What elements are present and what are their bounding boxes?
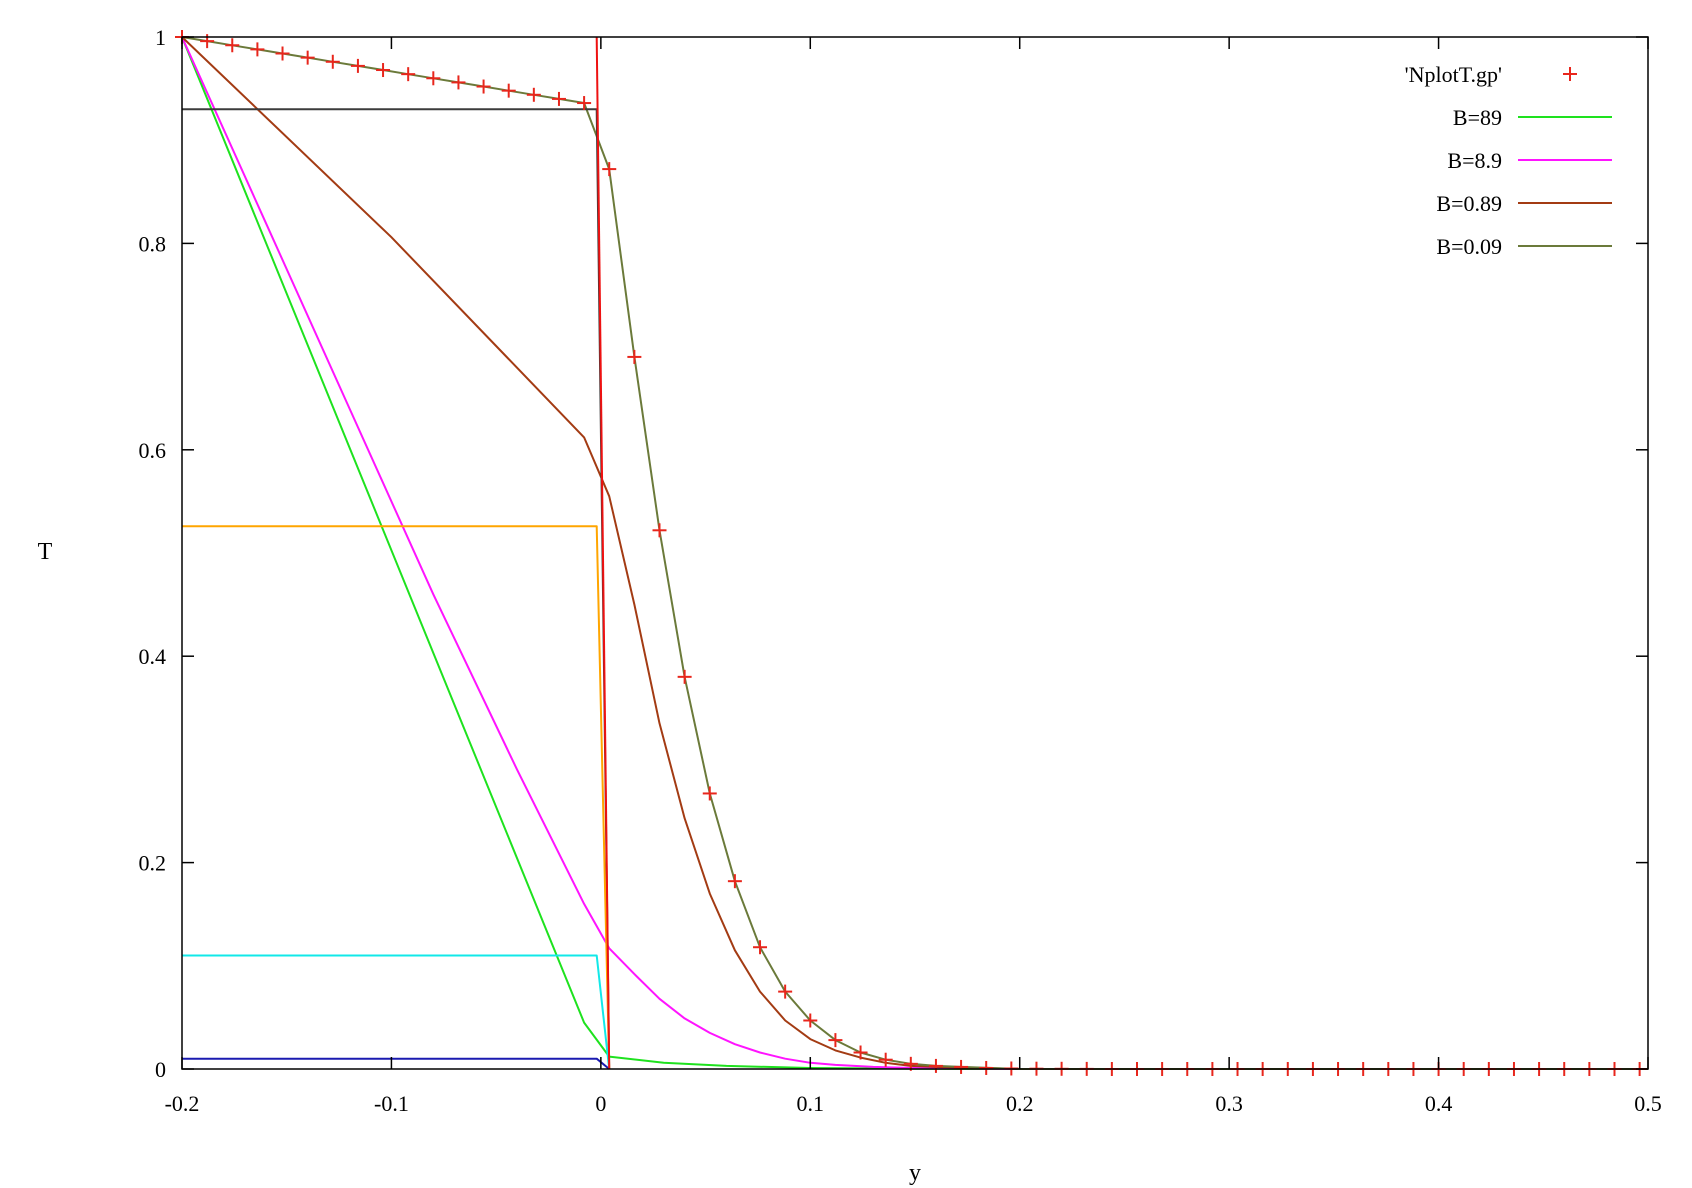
data-point bbox=[702, 786, 717, 801]
series-line-4 bbox=[181, 36, 1648, 1070]
legend-label: B=0.89 bbox=[1436, 191, 1502, 216]
data-point bbox=[979, 1060, 994, 1075]
data-point bbox=[401, 67, 416, 82]
data-point bbox=[727, 874, 742, 889]
y-tick-label: 0.6 bbox=[139, 438, 167, 463]
data-point bbox=[501, 83, 516, 98]
axis-layer: -0.2 -0.1 0 0.1 0.2 0.3 0.4 0.5 0 0.2 0.4 0.6 0.8 1 bbox=[139, 25, 1662, 1116]
plot-frame bbox=[181, 36, 1649, 1070]
legend-label: 'NplotT.gp' bbox=[1405, 62, 1502, 87]
y-tick-label: 0 bbox=[155, 1057, 166, 1082]
data-point bbox=[753, 940, 768, 955]
y-tick-label: 1 bbox=[155, 25, 166, 50]
data-point bbox=[828, 1033, 843, 1048]
data-point bbox=[451, 75, 466, 90]
series-line-3 bbox=[181, 36, 1648, 1070]
x-tick-label: -0.2 bbox=[165, 1091, 200, 1116]
data-point bbox=[677, 669, 692, 684]
data-point bbox=[225, 38, 240, 53]
legend-label: B=0.09 bbox=[1436, 234, 1502, 259]
data-point bbox=[627, 349, 642, 364]
x-tick-label: 0.3 bbox=[1215, 1091, 1243, 1116]
y-axis-title: T bbox=[38, 539, 53, 565]
data-point bbox=[526, 87, 541, 102]
x-tick-label: 0.1 bbox=[797, 1091, 825, 1116]
y-tick-label: 0.8 bbox=[139, 231, 167, 256]
x-axis-title: y bbox=[909, 1160, 921, 1186]
data-point bbox=[803, 1013, 818, 1028]
data-point bbox=[426, 71, 441, 86]
x-tick-label: 0.5 bbox=[1634, 1091, 1662, 1116]
series-line-9 bbox=[595, 36, 611, 1070]
data-point bbox=[551, 91, 566, 106]
data-point bbox=[954, 1059, 969, 1074]
data-point bbox=[778, 984, 793, 999]
series-line-7 bbox=[182, 954, 611, 1070]
data-point bbox=[878, 1052, 893, 1067]
series-layer bbox=[175, 30, 1648, 1076]
data-point bbox=[250, 42, 265, 57]
data-point bbox=[928, 1058, 943, 1073]
series-line-2 bbox=[181, 36, 1648, 1070]
series-line-6 bbox=[182, 525, 611, 1070]
series-line-1 bbox=[181, 36, 1648, 1070]
y-tick-label: 0.2 bbox=[139, 851, 167, 876]
series-line-8 bbox=[182, 1057, 610, 1070]
x-tick-label: 0.4 bbox=[1425, 1091, 1453, 1116]
data-point bbox=[376, 63, 391, 78]
data-point bbox=[325, 54, 340, 69]
legend-label: B=89 bbox=[1453, 105, 1502, 130]
data-point bbox=[275, 46, 290, 61]
legend-label: B=8.9 bbox=[1447, 148, 1502, 173]
data-point bbox=[853, 1045, 868, 1060]
x-tick-label: -0.1 bbox=[374, 1091, 409, 1116]
x-tick-label: 0 bbox=[595, 1091, 606, 1116]
data-point bbox=[476, 79, 491, 94]
data-point bbox=[652, 523, 667, 538]
y-tick-label: 0.4 bbox=[139, 644, 167, 669]
data-point bbox=[602, 162, 617, 177]
x-tick-label: 0.2 bbox=[1006, 1091, 1034, 1116]
data-point bbox=[577, 96, 592, 111]
data-point bbox=[300, 50, 315, 65]
legend-marker bbox=[1563, 67, 1577, 81]
series-points-0 bbox=[175, 30, 1647, 1076]
data-point bbox=[200, 34, 215, 49]
data-point bbox=[350, 58, 365, 73]
legend: 'NplotT.gp' B=89 B=8.9 B=0.89 B=0.09 bbox=[1405, 62, 1612, 259]
